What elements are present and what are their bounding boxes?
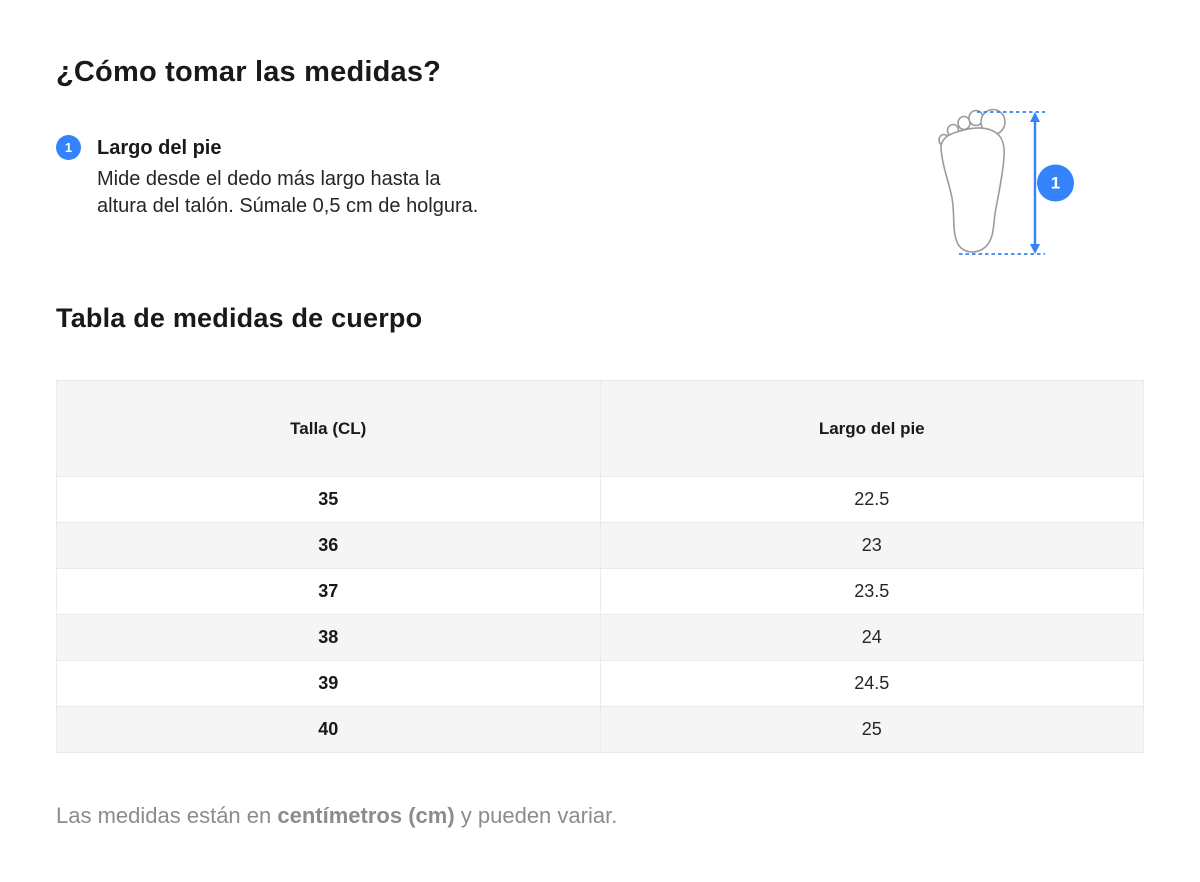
column-header-talla: Talla (CL) <box>56 380 601 477</box>
units-footnote: Las medidas están en centímetros (cm) y … <box>56 801 1144 831</box>
diagram-number-badge: 1 <box>1037 164 1074 202</box>
size-cell: 37 <box>56 568 601 615</box>
footnote-units: centímetros (cm) <box>277 803 455 828</box>
length-cell: 25 <box>599 706 1144 753</box>
instruction-text-block: Largo del pie Mide desde el dedo más lar… <box>97 134 478 220</box>
length-cell: 24.5 <box>599 660 1144 707</box>
table-row: 36 23 <box>56 522 1144 569</box>
section-title: Tabla de medidas de cuerpo <box>56 303 423 333</box>
length-cell: 22.5 <box>599 476 1144 523</box>
size-table-header-row: Talla (CL) Largo del pie <box>56 380 1144 477</box>
size-cell: 36 <box>56 522 601 569</box>
foot-measurement-diagram: 1 <box>929 108 1074 258</box>
size-cell: 35 <box>56 476 601 523</box>
length-cell: 23 <box>599 522 1144 569</box>
table-row: 38 24 <box>56 614 1144 661</box>
instruction-label: Largo del pie <box>97 137 222 159</box>
table-row: 37 23.5 <box>56 568 1144 615</box>
foot-outline-icon <box>938 108 1045 255</box>
footnote-prefix: Las medidas están en <box>56 803 278 828</box>
size-cell: 40 <box>56 706 601 753</box>
step-number-badge: 1 <box>56 135 81 160</box>
footnote-suffix: y pueden variar. <box>454 803 618 828</box>
size-table: Talla (CL) Largo del pie 35 22.5 36 23 3… <box>56 380 1144 753</box>
size-cell: 38 <box>56 614 601 661</box>
instruction-section: 1 Largo del pie Mide desde el dedo más l… <box>56 108 1144 258</box>
instruction-description: Mide desde el dedo más largo hasta la al… <box>97 168 479 217</box>
instruction-item-foot-length: 1 Largo del pie Mide desde el dedo más l… <box>56 108 478 220</box>
length-cell: 23.5 <box>599 568 1144 615</box>
table-row: 39 24.5 <box>56 660 1144 707</box>
table-row: 35 22.5 <box>56 476 1144 523</box>
size-cell: 39 <box>56 660 601 707</box>
table-row: 40 25 <box>56 706 1144 753</box>
column-header-largo-del-pie: Largo del pie <box>599 380 1144 477</box>
page-title: ¿Cómo tomar las medidas? <box>56 56 442 88</box>
length-cell: 24 <box>599 614 1144 661</box>
size-guide-panel: ¿Cómo tomar las medidas? 1 Largo del pie… <box>56 56 1144 831</box>
